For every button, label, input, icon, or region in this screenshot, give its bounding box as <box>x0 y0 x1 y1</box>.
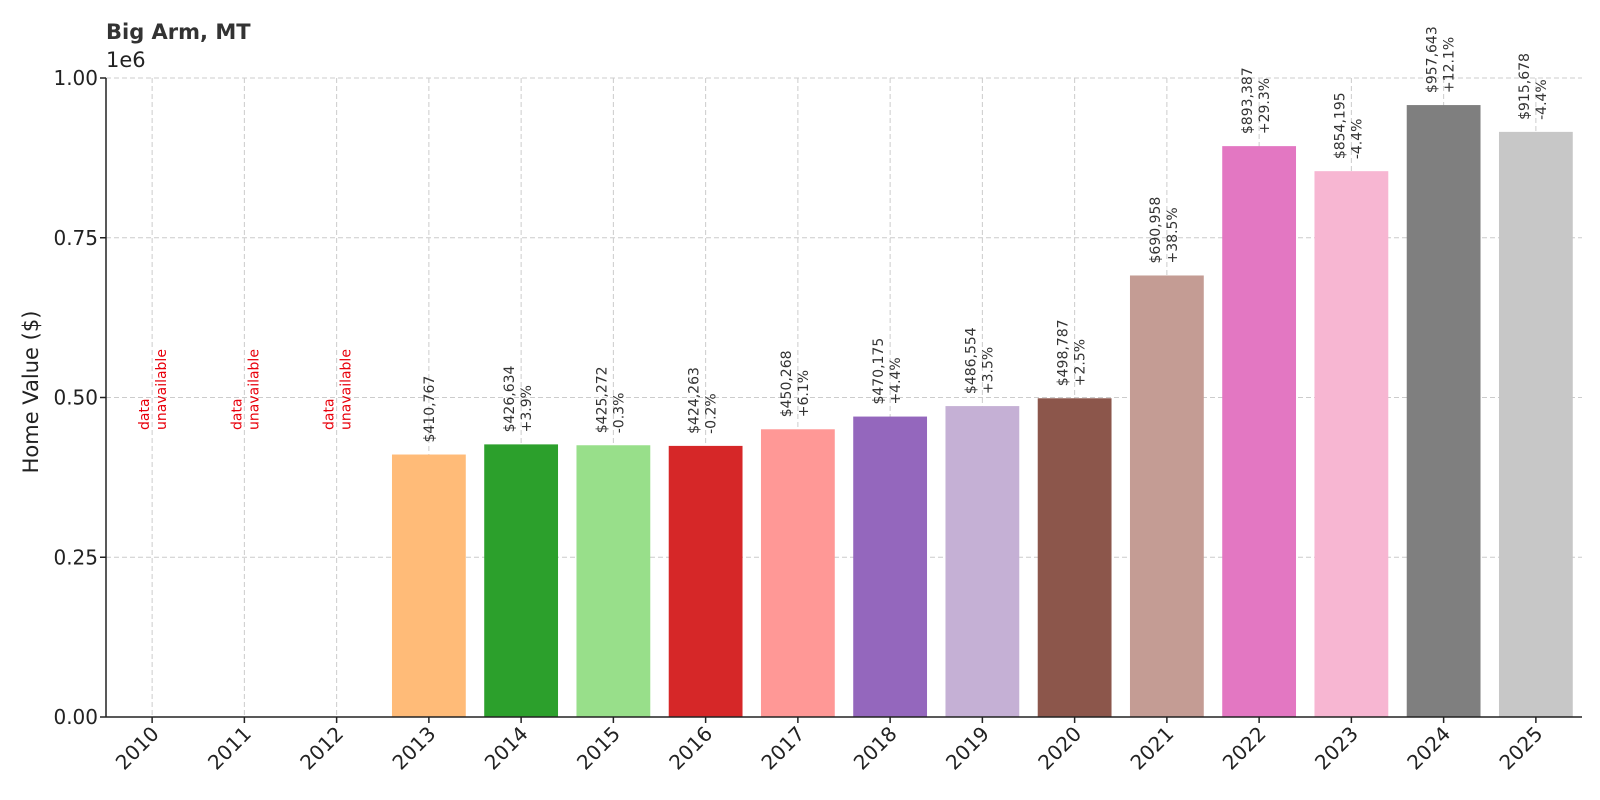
axes <box>100 77 1582 723</box>
x-tick-label: 2013 <box>387 722 440 775</box>
bar-value-label: $498,787+2.5% <box>1056 319 1089 386</box>
bar <box>1129 275 1204 717</box>
x-tick-label: 2018 <box>849 722 902 775</box>
x-tick-label: 2016 <box>664 722 717 775</box>
bar-value-label: $486,554+3.5% <box>963 327 996 394</box>
bar-value-label: $425,272-0.3% <box>594 366 627 433</box>
bar-value-label: $690,958+38.5% <box>1148 197 1181 264</box>
bar <box>576 445 651 717</box>
bar <box>1222 146 1297 717</box>
bar-value-label: $426,634+3.9% <box>502 365 535 432</box>
y-tick-label: 0.50 <box>53 386 98 410</box>
bar <box>1314 171 1389 718</box>
x-tick-label: 2014 <box>480 722 533 775</box>
bar <box>1037 398 1112 717</box>
bar-value-label: $470,175+4.4% <box>871 338 904 405</box>
x-tick-label: 2017 <box>756 722 809 775</box>
data-unavailable-label: dataunavailable <box>322 349 355 430</box>
x-tick-label: 2020 <box>1033 722 1086 775</box>
bar <box>391 454 466 717</box>
y-tick-label: 0.00 <box>53 705 98 729</box>
x-tick-label: 2010 <box>111 722 164 775</box>
bar <box>484 444 559 717</box>
bar-labels: dataunavailable dataunavailable dataunavai… <box>137 26 1550 442</box>
bar-value-label: $424,263-0.2% <box>687 367 720 434</box>
bar-value-label: $854,195-4.4% <box>1332 92 1365 159</box>
bar <box>945 406 1020 717</box>
x-tick-labels: 2010 2011 2012 2013 2014 2015 2016 2017 2018 2019… <box>111 722 1548 775</box>
bar-value-label: $915,678-4.4% <box>1517 53 1550 120</box>
bar <box>853 416 928 717</box>
y-tick-label: 0.75 <box>53 226 98 250</box>
bar <box>1498 131 1573 717</box>
x-tick-label: 2011 <box>203 722 256 775</box>
x-tick-label: 2023 <box>1310 722 1363 775</box>
x-tick-label: 2012 <box>295 722 348 775</box>
bar-value-label: $893,387+29.3% <box>1240 67 1273 134</box>
bar-value-label: $957,643+12.1% <box>1425 26 1458 93</box>
bar <box>668 445 743 717</box>
x-tick-label: 2024 <box>1402 722 1455 775</box>
x-tick-label: 2019 <box>941 722 994 775</box>
x-tick-label: 2022 <box>1218 722 1271 775</box>
bars <box>391 105 1573 718</box>
x-tick-label: 2021 <box>1125 722 1178 775</box>
x-tick-label: 2025 <box>1494 722 1547 775</box>
x-tick-label: 2015 <box>572 722 625 775</box>
bar-value-label: $450,268+6.1% <box>779 350 812 417</box>
y-tick-label: 1.00 <box>53 66 98 90</box>
y-tick-labels: 0.00 0.25 0.50 0.75 1.00 <box>53 66 98 729</box>
data-unavailable-label: dataunavailable <box>229 349 262 430</box>
data-unavailable-label: dataunavailable <box>137 349 170 430</box>
y-axis-label: Home Value ($) <box>19 311 43 474</box>
bar <box>1406 105 1481 718</box>
y-axis-offset-label: 1e6 <box>106 48 146 72</box>
y-tick-label: 0.25 <box>53 545 98 569</box>
bar <box>760 429 835 717</box>
chart-title: Big Arm, MT <box>106 20 251 44</box>
bar-value-label: $410,767 <box>422 376 438 443</box>
